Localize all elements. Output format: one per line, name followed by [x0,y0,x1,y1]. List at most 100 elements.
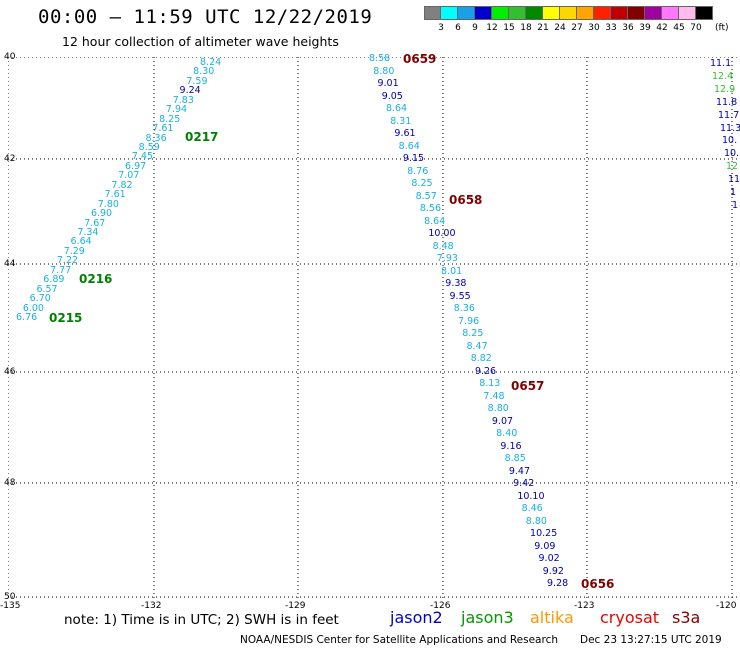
map-title: 00:00 – 11:59 UTC 12/22/2019 [38,6,373,28]
swh-value-label: 8.31 [390,115,412,127]
color-bar-swatch [611,6,628,20]
swh-value-label: 7.45 [131,151,153,163]
lat-label: 42 [4,154,16,164]
swh-value-label: 12.9 [714,83,736,95]
color-bar-unit: (ft) [715,23,729,33]
swh-value-label: 9.42 [513,478,535,489]
swh-value-label: 8.36 [453,303,475,314]
color-bar-swatch [628,6,645,20]
satellite-legend-item: altika [530,608,574,627]
swh-value-label: 8.25 [411,178,433,189]
swh-value-label: 8.30 [193,66,215,78]
swh-value-label: 8.46 [521,503,543,514]
swh-value-label: 8.47 [466,340,488,352]
swh-value-label: 8.25 [159,113,181,125]
color-bar-tick: 33 [605,23,617,33]
swh-value-label: 7.61 [104,189,126,201]
color-bar-tick: 9 [472,23,478,33]
lat-label: 40 [4,52,16,62]
footer-credit: NOAA/NESDIS Center for Satellite Applica… [240,634,558,646]
swh-value-label: 9.55 [449,290,471,302]
swh-value-label: 1 [732,200,739,211]
swh-value-label: 8.36 [145,132,167,144]
swh-value-label: 6.76 [16,312,38,323]
swh-value-label: 8.40 [496,428,518,439]
color-bar-swatch [696,6,713,20]
swh-value-label: 7.22 [56,255,79,267]
color-bar-tick: 18 [520,23,532,33]
swh-value-label: 8.25 [462,328,484,339]
swh-value-label: 7.61 [152,123,174,135]
swh-value-label: 12.4 [712,70,734,82]
swh-value-label: 7.77 [50,264,72,276]
color-bar-swatch [424,6,441,20]
swh-value-label: 6.64 [70,236,92,248]
swh-value-label: 8.24 [200,57,222,68]
map-subtitle: 12 hour collection of altimeter wave hei… [62,34,339,49]
time-label: 0659 [403,52,437,66]
swh-value-label: 7.67 [84,217,106,229]
swh-value-label: 9.05 [381,90,403,102]
satellite-legend-item: jason3 [461,608,514,627]
swh-value-label: 8.80 [525,515,547,527]
swh-value-label: 6.89 [43,274,65,286]
swh-value-label: 9.01 [377,78,399,89]
color-bar-tick: 70 [690,23,702,33]
swh-value-label: 10. [722,135,738,147]
swh-value-label: 8.01 [441,265,463,277]
swh-value-label: 8.80 [373,65,395,77]
color-bar-tick: 42 [656,23,668,33]
color-bar: 3 6 9 12 15 18 21 24 27 30 33 36 39 42 45 70 [424,6,713,33]
swh-value-label: 8.82 [470,353,492,364]
lon-label: -120 [716,601,737,611]
swh-value-label: 11.1 [710,58,732,69]
swh-value-label: 9.47 [508,465,530,477]
swh-value-label: 7.94 [165,104,188,116]
swh-value-label: 7.93 [436,253,458,264]
swh-value-label: 8.64 [385,103,408,114]
time-label: 0216 [79,272,113,286]
satellite-legend-item: s3a [672,608,701,627]
swh-value-label: 11.7 [718,109,740,121]
swh-value-label: 11.8 [716,96,738,108]
swh-value-label: 8.64 [398,140,420,152]
color-bar-tick: 15 [503,23,515,33]
color-bar-tick: 24 [554,23,566,33]
swh-value-label: 8.13 [479,378,501,389]
swh-value-label: 9.07 [491,415,514,427]
color-bar-swatch [475,6,492,20]
swh-value-label: 7.59 [186,75,208,87]
color-bar-swatch [543,6,560,20]
swh-value-label: 6.97 [125,160,147,172]
swh-value-label: 7.34 [77,227,99,238]
swh-value-label: 7.48 [483,390,505,402]
color-bar-swatch [441,6,458,20]
color-bar-swatch [662,6,679,20]
color-bar-swatch [594,6,611,20]
lat-label: 48 [4,478,16,488]
color-bar-tick: 21 [537,23,549,33]
color-bar-swatch [492,6,509,20]
time-label: 0656 [581,577,615,591]
swh-value-label: 9.38 [445,278,467,289]
swh-value-label: 10.25 [530,528,558,539]
swh-value-label: 7.82 [111,179,133,191]
swh-value-label: 9.16 [500,440,522,452]
time-label: 0215 [49,311,83,325]
color-bar-swatch [458,6,475,20]
color-bar-tick: 27 [571,23,583,33]
swh-value-label: 8.76 [407,165,429,177]
swh-value-label: 8.64 [424,215,446,227]
color-bar-swatch [560,6,577,20]
swh-value-label: 6.57 [36,283,58,295]
swh-value-label: 1 [730,187,737,199]
swh-value-label: 8.59 [138,142,160,153]
swh-value-label: 12 [726,161,739,173]
color-bar-tick: 30 [588,23,600,33]
swh-value-label: 8.57 [415,190,437,202]
swh-value-label: 8.48 [432,240,454,252]
lat-label: 46 [4,367,16,377]
color-bar-tick: 39 [639,23,651,33]
color-bar-swatch [509,6,526,20]
swh-value-label: 9.61 [394,128,416,139]
